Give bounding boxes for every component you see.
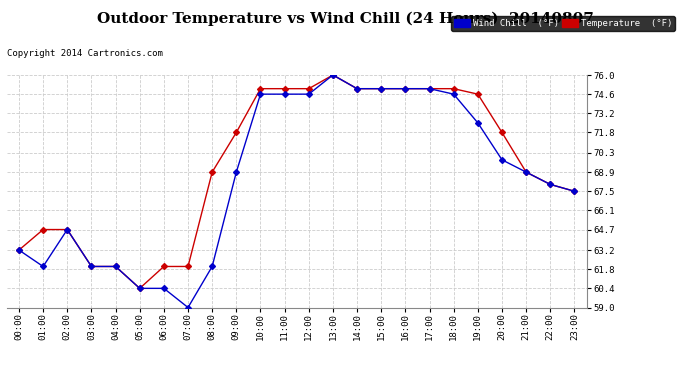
- Text: Outdoor Temperature vs Wind Chill (24 Hours)  20140807: Outdoor Temperature vs Wind Chill (24 Ho…: [97, 11, 593, 26]
- Text: Copyright 2014 Cartronics.com: Copyright 2014 Cartronics.com: [7, 49, 163, 58]
- Legend: Wind Chill  (°F), Temperature  (°F): Wind Chill (°F), Temperature (°F): [451, 16, 675, 31]
